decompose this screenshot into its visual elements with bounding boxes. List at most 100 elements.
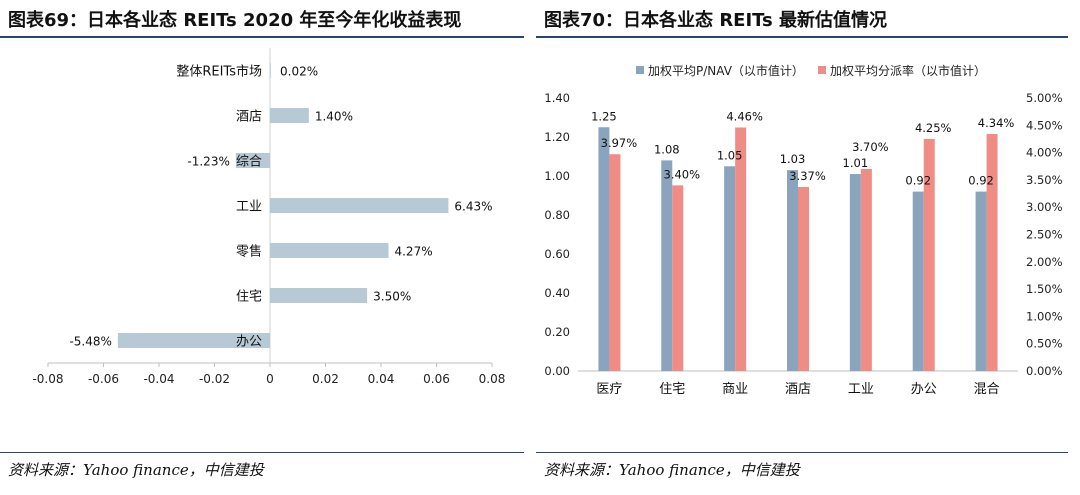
- right-right-y-tick-label: 2.00%: [1026, 255, 1063, 269]
- pnav-value-label: 1.03: [780, 152, 806, 166]
- right-right-y-tick-label: 4.50%: [1026, 118, 1063, 132]
- payout-value-label: 3.37%: [789, 169, 826, 183]
- left-bar: [235, 153, 270, 168]
- payout-bar: [923, 138, 935, 371]
- left-title-rule: [0, 36, 524, 38]
- left-category-label: 酒店: [236, 110, 262, 125]
- pnav-value-label: 1.01: [843, 156, 869, 170]
- right-left-y-tick-label: 0.00: [544, 364, 570, 378]
- left-category-label: 工业: [236, 200, 262, 215]
- right-source-rule: [536, 452, 1068, 453]
- right-figure-title: 图表70：日本各业态 REITs 最新估值情况: [544, 10, 888, 31]
- payout-bar: [672, 185, 684, 371]
- right-right-y-tick-label: 3.00%: [1026, 200, 1063, 214]
- left-bar: [270, 288, 368, 303]
- left-bar-chart: -0.08 -0.06 -0.04 -0.02 0 0.02 0.04 0.06 0.08 整体R…: [32, 48, 506, 386]
- right-category-label: 混合: [974, 382, 1000, 397]
- pnav-bar: [661, 160, 673, 371]
- right-right-y-tick-label: 4.00%: [1026, 146, 1063, 160]
- payout-value-label: 4.34%: [978, 116, 1015, 130]
- left-bar: [270, 63, 271, 78]
- left-bar: [270, 198, 449, 213]
- left-x-tick-label: 0.02: [312, 372, 339, 386]
- right-right-y-tick-label: 2.50%: [1026, 228, 1063, 242]
- right-source-note: 资料来源：Yahoo finance，中信建投: [544, 461, 800, 479]
- left-bar: [270, 243, 389, 258]
- left-x-tick-label: 0.08: [479, 372, 506, 386]
- pnav-bar: [787, 170, 798, 371]
- left-value-label: -1.23%: [187, 155, 229, 169]
- right-right-y-tick-label: 1.50%: [1026, 282, 1063, 296]
- right-left-y-tick-label: 0.80: [544, 208, 570, 222]
- payout-value-label: 4.46%: [726, 109, 763, 123]
- pnav-value-label: 1.05: [717, 148, 743, 162]
- payout-bar: [860, 168, 872, 371]
- right-right-y-tick-label: 5.00%: [1026, 91, 1063, 105]
- payout-bar: [986, 134, 998, 371]
- left-value-label: 3.50%: [373, 290, 411, 304]
- pnav-value-label: 1.25: [591, 109, 617, 123]
- left-x-tick-label: -0.06: [88, 372, 119, 386]
- pnav-value-label: 1.08: [654, 142, 680, 156]
- right-bar-chart: 加权平均P/NAV（以市值计） 加权平均分派率（以市值计） 0.00 0.20 0.40…: [544, 63, 1063, 397]
- left-value-label: 0.02%: [280, 65, 318, 79]
- left-x-tick-label: 0.04: [368, 372, 395, 386]
- payout-value-label: 3.97%: [601, 136, 638, 150]
- pnav-bar: [724, 166, 736, 371]
- right-figure-panel: 图表70：日本各业态 REITs 最新估值情况 加权平均P/NAV（以市值计）加…: [536, 0, 1068, 495]
- right-left-y-tick-label: 0.40: [544, 286, 570, 300]
- left-value-label: 6.43%: [454, 200, 492, 214]
- pnav-value-label: 0.92: [968, 174, 994, 188]
- legend-label: 加权平均P/NAV（以市值计）: [648, 63, 804, 78]
- left-category-label: 住宅: [236, 290, 262, 305]
- right-left-y-tick-label: 1.40: [544, 91, 570, 105]
- pnav-bar: [912, 191, 924, 371]
- left-value-label: 1.40%: [315, 110, 353, 124]
- payout-bar: [735, 127, 747, 371]
- legend-swatch: [818, 66, 826, 74]
- left-value-label: 4.27%: [394, 245, 432, 259]
- left-x-tick-label: -0.08: [32, 372, 63, 386]
- left-value-label: -5.48%: [69, 335, 111, 349]
- right-right-y-tick-label: 0.50%: [1026, 337, 1063, 351]
- left-bar: [117, 333, 271, 348]
- payout-value-label: 4.25%: [915, 121, 952, 135]
- right-category-label: 酒店: [785, 382, 811, 397]
- right-category-label: 办公: [911, 382, 937, 397]
- pnav-bar: [849, 174, 861, 371]
- right-right-y-tick-label: 1.00%: [1026, 309, 1063, 323]
- left-x-tick-label: 0: [266, 372, 274, 386]
- left-category-label: 综合: [236, 155, 262, 170]
- right-left-y-tick-label: 0.20: [544, 325, 570, 339]
- left-figure-panel: 图表69：日本各业态 REITs 2020 年至今年化收益表现 -0.08 -0.…: [0, 0, 524, 495]
- right-category-label: 商业: [722, 382, 748, 397]
- left-source-rule: [0, 452, 524, 453]
- legend-label: 加权平均分派率（以市值计）: [830, 63, 986, 78]
- left-category-label: 零售: [236, 244, 262, 260]
- pnav-value-label: 0.92: [905, 174, 931, 188]
- right-left-y-tick-label: 1.20: [544, 130, 570, 144]
- right-category-label: 工业: [848, 382, 874, 397]
- payout-bar: [798, 186, 809, 371]
- right-category-label: 住宅: [659, 382, 685, 397]
- payout-value-label: 3.70%: [852, 140, 889, 154]
- right-left-y-tick-label: 0.60: [544, 247, 570, 261]
- payout-value-label: 3.40%: [664, 167, 701, 181]
- right-title-rule: [536, 36, 1068, 38]
- right-category-label: 医疗: [596, 382, 622, 397]
- left-source-note: 资料来源：Yahoo finance，中信建投: [8, 461, 264, 479]
- left-x-tick-label: 0.06: [423, 372, 450, 386]
- left-category-label: 办公: [236, 335, 262, 350]
- right-right-y-tick-label: 3.50%: [1026, 173, 1063, 187]
- left-bar: [270, 108, 309, 123]
- left-x-tick-label: -0.04: [143, 372, 174, 386]
- right-left-y-tick-label: 1.00: [544, 169, 570, 183]
- left-category-label: 整体REITs市场: [176, 64, 262, 80]
- right-right-y-tick-label: 0.00%: [1026, 364, 1063, 378]
- pnav-bar: [598, 127, 610, 371]
- left-figure-title: 图表69：日本各业态 REITs 2020 年至今年化收益表现: [8, 10, 462, 31]
- payout-bar: [609, 154, 621, 371]
- left-x-tick-label: -0.02: [199, 372, 230, 386]
- legend-swatch: [636, 66, 644, 74]
- pnav-bar: [975, 191, 987, 371]
